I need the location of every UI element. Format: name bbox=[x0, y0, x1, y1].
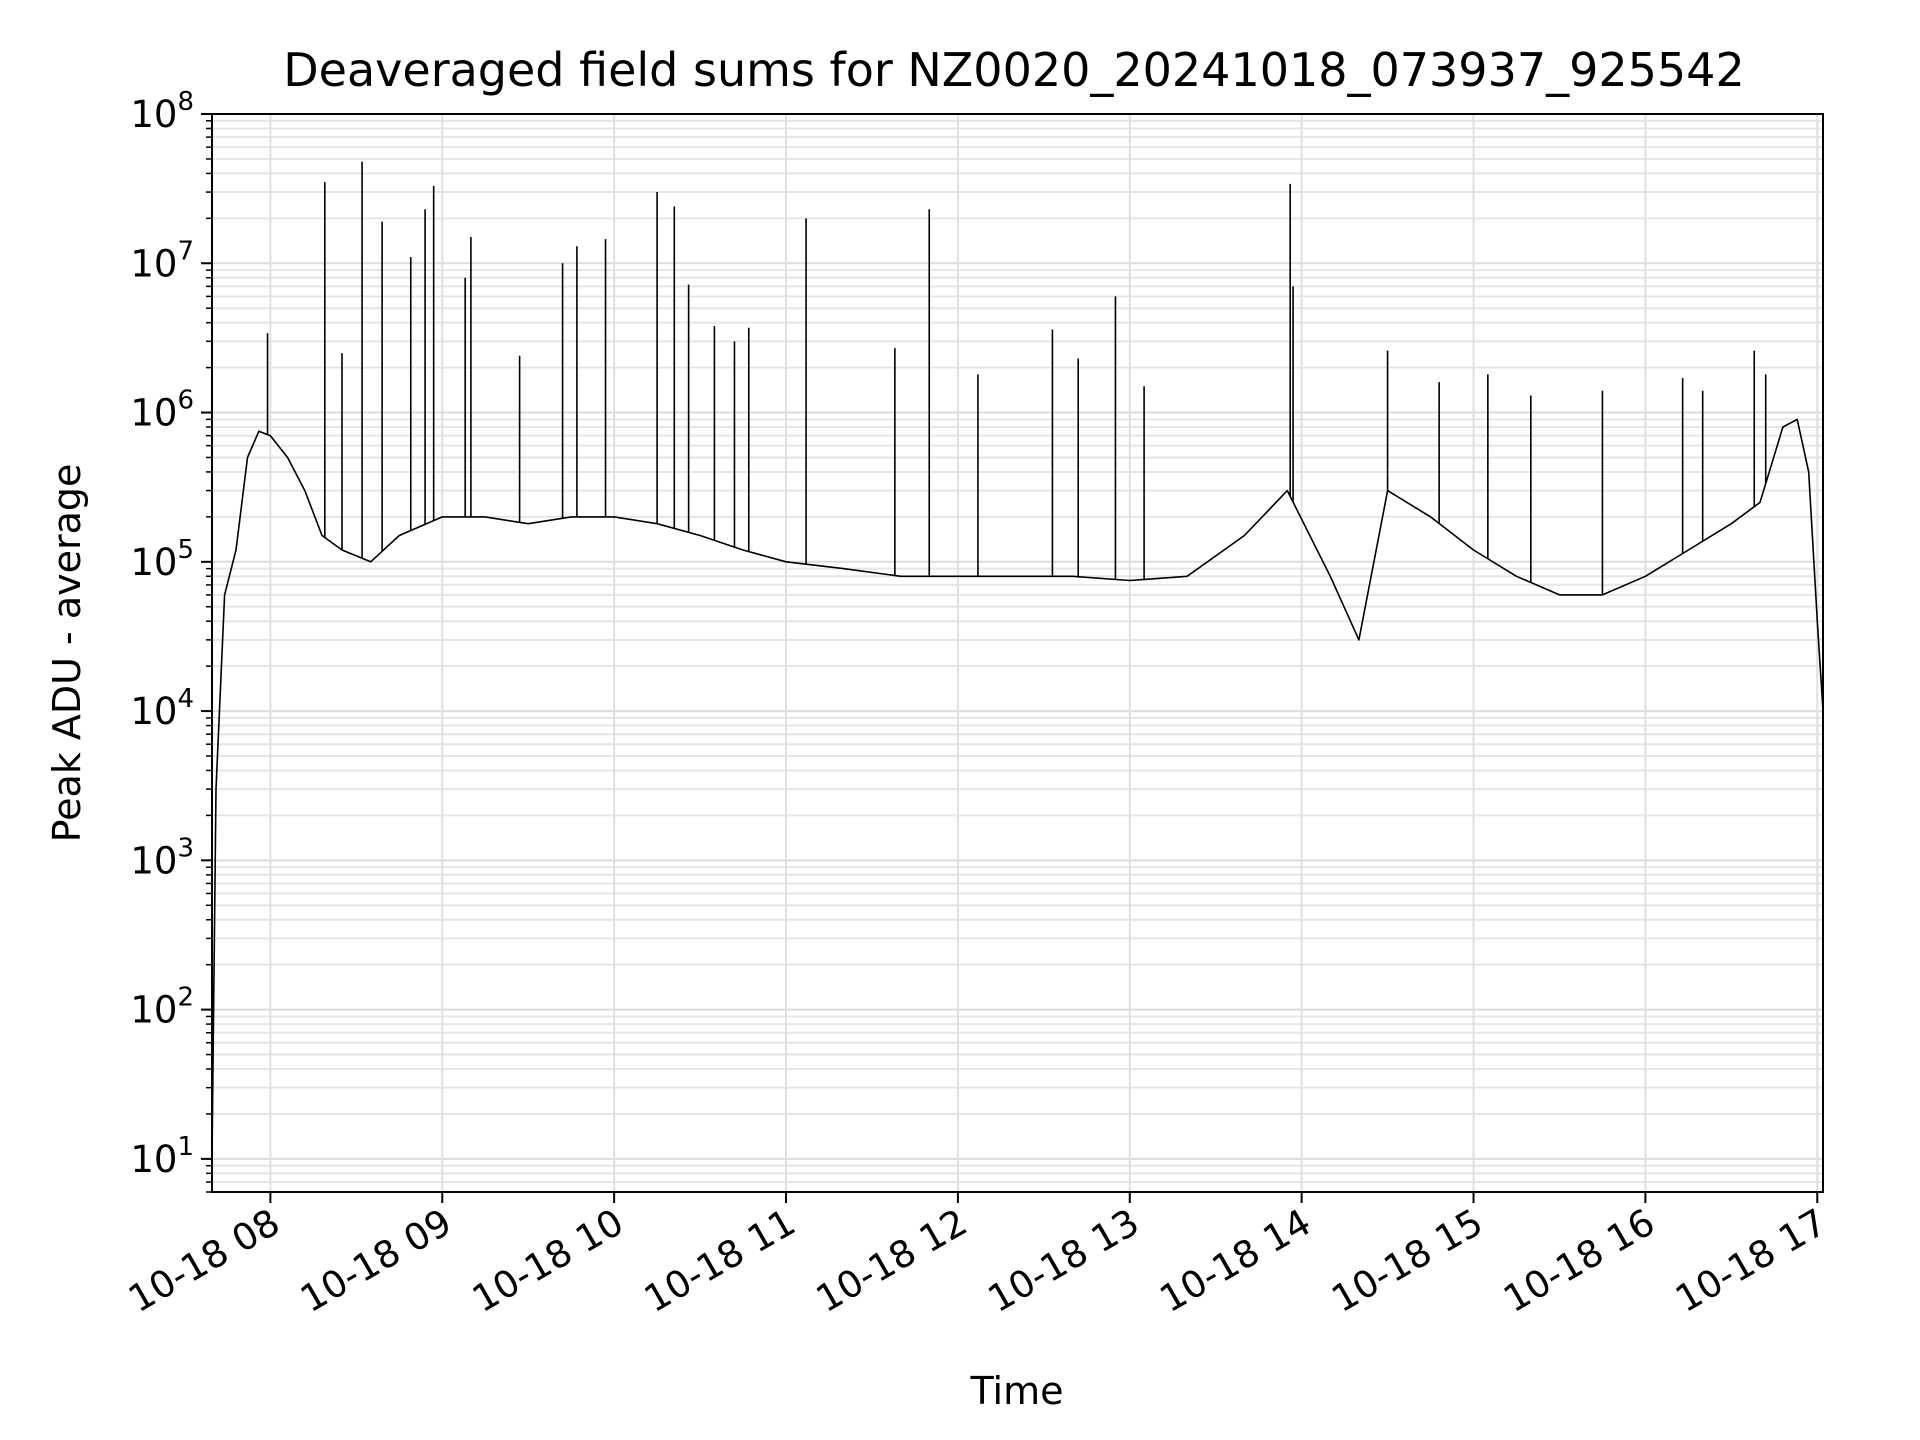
y-tick-label: 103 bbox=[130, 833, 194, 882]
y-tick-label-base: 10 bbox=[130, 839, 177, 882]
y-tick-label-base: 10 bbox=[130, 242, 177, 285]
y-tick-label-base: 10 bbox=[130, 1138, 177, 1181]
y-tick-label-exponent: 1 bbox=[177, 1132, 194, 1162]
y-tick-label-exponent: 6 bbox=[177, 386, 194, 416]
y-tick-label: 104 bbox=[130, 684, 194, 733]
y-tick-label-exponent: 5 bbox=[177, 535, 194, 565]
plot-frame bbox=[211, 113, 1824, 1193]
y-tick-label-base: 10 bbox=[130, 93, 177, 136]
chart-title: Deaveraged field sums for NZ0020_2024101… bbox=[283, 43, 1744, 97]
y-tick-label-base: 10 bbox=[130, 690, 177, 733]
y-tick-label: 101 bbox=[130, 1132, 194, 1181]
y-tick-label: 105 bbox=[130, 535, 194, 584]
y-tick-label-exponent: 3 bbox=[177, 833, 194, 863]
minor-gridlines bbox=[212, 119, 1823, 1193]
y-tick-label-base: 10 bbox=[130, 989, 177, 1032]
y-tick-label-base: 10 bbox=[130, 392, 177, 435]
y-axis-label: Peak ADU - average bbox=[45, 464, 89, 843]
y-tick-label-exponent: 2 bbox=[177, 983, 194, 1013]
y-tick-label: 102 bbox=[130, 983, 194, 1032]
y-tick-label-base: 10 bbox=[130, 541, 177, 584]
y-tick-label: 108 bbox=[130, 87, 194, 136]
y-tick-label: 107 bbox=[130, 236, 194, 285]
x-axis-label: Time bbox=[970, 1369, 1064, 1413]
series-line bbox=[211, 418, 1824, 1159]
y-tick-label-exponent: 7 bbox=[177, 236, 194, 266]
y-tick-label: 106 bbox=[130, 386, 194, 435]
y-tick-label-exponent: 4 bbox=[177, 684, 194, 714]
y-tick-label-exponent: 8 bbox=[177, 87, 194, 117]
series-layer bbox=[211, 161, 1824, 1159]
